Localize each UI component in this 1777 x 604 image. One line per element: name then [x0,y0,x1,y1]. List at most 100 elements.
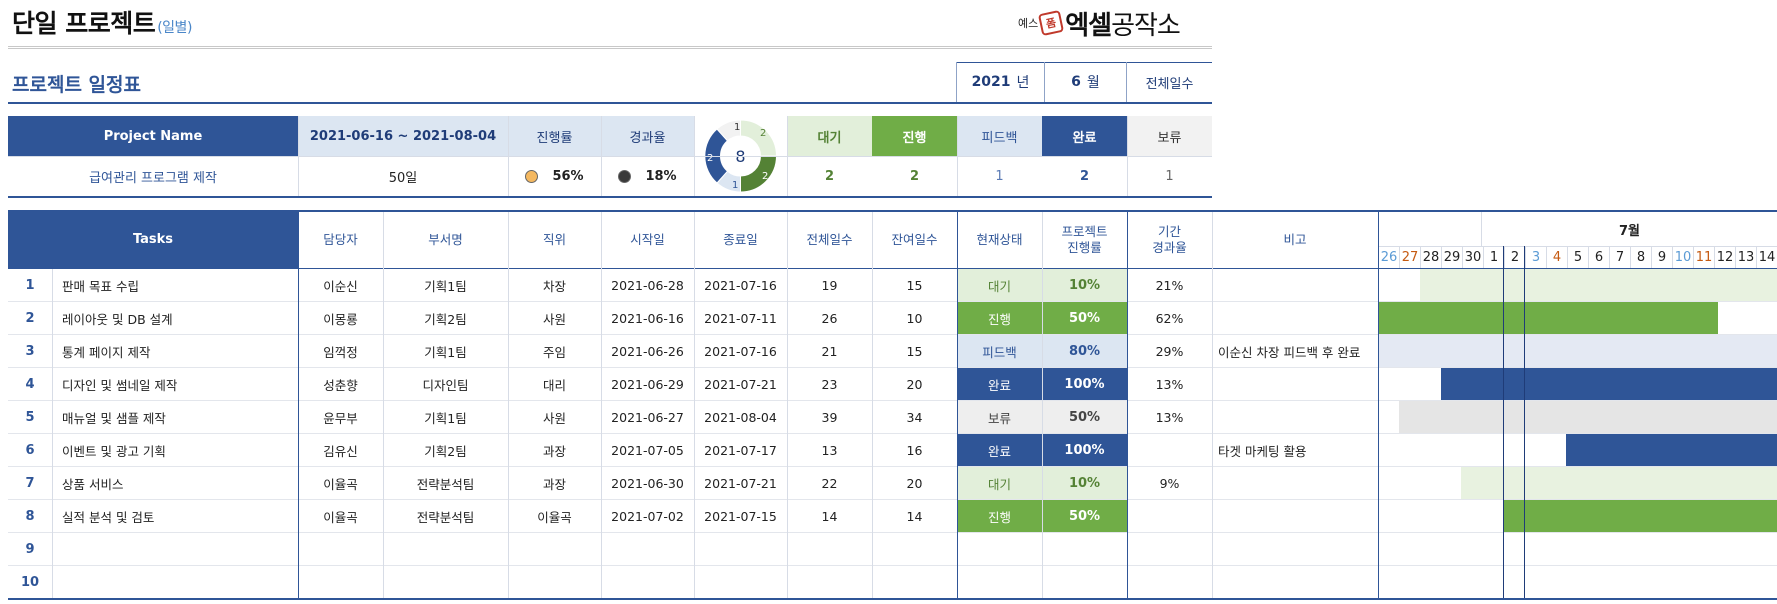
task-note[interactable] [1212,467,1378,500]
table-col-divider [1127,212,1128,598]
table-top-line [8,210,1777,212]
gantt-day-label: 6 [1588,246,1609,268]
gantt-bar [1461,467,1777,500]
task-position: 사원 [542,312,566,327]
gantt-day-label: 1 [1483,246,1504,268]
project-name-header-bg [8,116,298,156]
table-col-divider [1042,212,1043,598]
gantt-day-label: 12 [1714,246,1735,268]
gantt-day-label: 14 [1756,246,1777,268]
year-selector[interactable]: 2021 년 [956,62,1044,102]
gantt-bar [1503,500,1777,533]
task-note[interactable] [1212,269,1378,302]
task-owner: 이몽룡 [323,312,358,327]
task-note[interactable]: 타겟 마케팅 활용 [1218,444,1307,459]
task-note[interactable]: 이순신 차장 피드백 후 완료 [1218,345,1361,360]
task-progress: 50% [1042,302,1127,335]
task-total-days: 19 [821,278,838,293]
task-total-days [787,566,872,599]
row-number: 8 [25,509,35,524]
task-start: 2021-06-27 [611,410,684,425]
task-remaining-days [872,566,957,599]
task-name[interactable]: 판매 목표 수립 [62,279,139,294]
task-rows: 1 판매 목표 수립 이순신 기획1팀 차장 2021-06-28 2021-07-16 19… [0,269,1777,599]
task-name[interactable]: 이벤트 및 광고 기획 [62,444,166,459]
task-note[interactable] [1212,566,1378,599]
row-divider [8,532,1777,533]
task-elapsed [1127,500,1212,533]
task-elapsed: 29% [1155,344,1184,359]
task-name[interactable]: 디자인 및 썸네일 제작 [62,378,178,393]
col-header-owner: 담당자 [323,232,358,247]
status-header-feedback: 피드백 [957,116,1042,156]
task-name[interactable] [52,533,298,566]
table-col-divider [694,212,695,598]
task-owner: 이율곡 [323,477,358,492]
row-divider [8,301,1777,302]
task-remaining-days: 15 [906,344,923,359]
project-period: 2021-06-16 ~ 2021-08-04 [309,128,497,144]
task-status-badge[interactable]: 대기 [957,467,1042,500]
task-note[interactable] [1212,368,1378,401]
task-progress [1042,566,1127,599]
task-name[interactable] [52,566,298,599]
gantt-day-label: 7 [1609,246,1630,268]
task-start [601,566,694,599]
gantt-day-label: 8 [1630,246,1651,268]
gantt-bar [1399,401,1777,434]
table-col-divider [787,212,788,598]
task-start: 2021-07-02 [611,509,684,524]
task-status-badge[interactable]: 완료 [957,434,1042,467]
task-status-badge[interactable]: 진행 [957,302,1042,335]
col-header-status: 현재상태 [976,232,1023,247]
project-name-value[interactable]: 급여관리 프로그램 제작 [89,170,217,186]
gantt-header-divider [1378,246,1777,247]
task-progress: 80% [1042,335,1127,368]
task-remaining-days [872,533,957,566]
row-number: 1 [25,278,35,293]
task-status-badge[interactable] [957,533,1042,566]
progress-header-bg [508,116,601,156]
task-dept: 기획1팀 [424,345,467,360]
task-start: 2021-06-28 [611,278,684,293]
gantt-bar [1378,335,1777,368]
task-dept: 전략분석팀 [416,510,475,525]
task-name[interactable]: 매뉴얼 및 샘플 제작 [62,411,166,426]
gantt-bar [1420,269,1777,302]
status-header-waiting: 대기 [787,116,872,156]
task-note[interactable] [1212,401,1378,434]
donut-label-waiting: 2 [760,128,766,139]
task-status-badge[interactable]: 대기 [957,269,1042,302]
page-title: 단일 프로젝트 (일별) [12,4,192,40]
task-progress: 10% [1042,269,1127,302]
task-name[interactable]: 실적 분석 및 검토 [62,510,155,525]
task-status-badge[interactable]: 보류 [957,401,1042,434]
progress-summary: 56% [508,156,601,196]
col-header-progress-line1: 프로젝트 [1061,224,1108,239]
month-value: 6 [1071,74,1081,90]
task-status-badge[interactable] [957,566,1042,599]
task-total-days: 22 [821,476,838,491]
task-name[interactable]: 레이아웃 및 DB 설계 [62,312,173,327]
col-header-elapsed-line1: 기간 [1157,224,1181,239]
task-status-badge[interactable]: 피드백 [957,335,1042,368]
task-owner: 윤무부 [323,411,358,426]
header-divider [8,46,1212,49]
task-status-badge[interactable]: 완료 [957,368,1042,401]
task-remaining-days: 15 [906,278,923,293]
col-header-progress-line2: 진행률 [1067,240,1102,255]
table-col-divider [957,212,958,598]
row-divider [8,466,1777,467]
task-position: 대리 [542,378,566,393]
task-note[interactable] [1212,533,1378,566]
task-owner: 김유신 [323,444,358,459]
status-count-hold: 1 [1165,168,1174,184]
project-duration: 50일 [388,170,418,186]
task-name[interactable]: 통계 페이지 제작 [62,345,151,360]
task-note[interactable] [1212,302,1378,335]
task-note[interactable] [1212,500,1378,533]
task-end: 2021-07-15 [704,509,777,524]
task-status-badge[interactable]: 진행 [957,500,1042,533]
task-name[interactable]: 상품 서비스 [62,477,124,492]
